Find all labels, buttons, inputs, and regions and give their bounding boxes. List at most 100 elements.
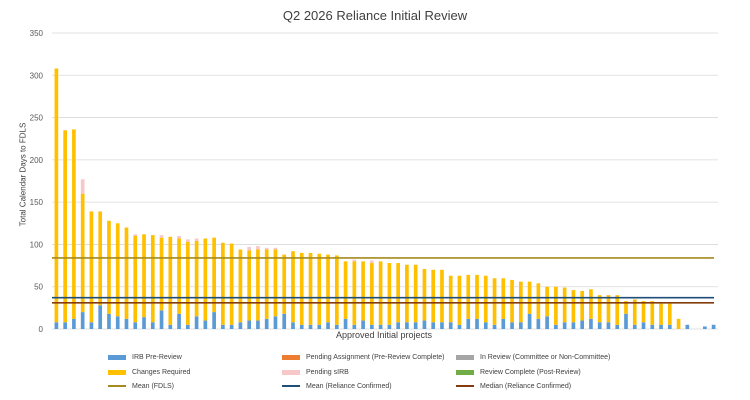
bar-segment bbox=[72, 318, 76, 329]
legend-swatch bbox=[456, 385, 474, 387]
bar-segment bbox=[440, 269, 444, 323]
bar-segment bbox=[299, 252, 304, 325]
bar-segment bbox=[457, 275, 462, 325]
bar-segment bbox=[580, 290, 585, 321]
bar-segment bbox=[343, 318, 348, 329]
y-tick-label: 100 bbox=[30, 240, 44, 249]
bar-segment bbox=[299, 324, 304, 329]
bar-segment bbox=[413, 322, 418, 329]
bar-segment bbox=[589, 289, 593, 319]
bar-segment bbox=[475, 318, 479, 329]
bar-segment bbox=[185, 239, 190, 242]
legend-swatch bbox=[456, 369, 474, 375]
y-tick-label: 0 bbox=[39, 325, 44, 334]
y-tick-label: 250 bbox=[30, 114, 44, 123]
bar-segment bbox=[370, 260, 374, 264]
bar-segment bbox=[492, 278, 497, 325]
bar-segment bbox=[431, 269, 436, 323]
bar-segment bbox=[396, 263, 400, 323]
legend-swatch bbox=[108, 385, 126, 387]
y-tick-label: 300 bbox=[30, 71, 44, 80]
bar-segment bbox=[571, 322, 576, 329]
bar-segment bbox=[194, 238, 199, 242]
bar-segment bbox=[124, 227, 129, 319]
bar-segment bbox=[150, 235, 155, 323]
bar-segment bbox=[291, 322, 295, 329]
bar-segment bbox=[282, 313, 287, 329]
bar-segment bbox=[448, 275, 453, 323]
bar-segment bbox=[221, 242, 225, 325]
legend-label: Pending Assignment (Pre-Review Complete) bbox=[306, 353, 445, 361]
bar-segment bbox=[334, 324, 339, 329]
bar-segment bbox=[483, 322, 488, 329]
bar-segment bbox=[194, 241, 199, 317]
bar-segment bbox=[89, 322, 94, 329]
bar-segment bbox=[63, 322, 67, 329]
bar-segment bbox=[273, 247, 278, 250]
bar-segment bbox=[326, 322, 330, 329]
bar-segment bbox=[63, 130, 67, 323]
bar-segment bbox=[396, 322, 400, 329]
bar-segment bbox=[659, 303, 663, 325]
bar-segment bbox=[448, 322, 453, 329]
y-tick-label: 200 bbox=[30, 156, 44, 165]
bar-segment bbox=[168, 236, 173, 325]
bar-segment bbox=[54, 68, 59, 323]
bar-segment bbox=[650, 324, 655, 329]
legend-item-pending-assignment: Pending Assignment (Pre-Review Complete) bbox=[282, 352, 445, 362]
bar-segment bbox=[115, 316, 120, 329]
bar-segment bbox=[527, 313, 532, 329]
bar-segment bbox=[282, 254, 287, 314]
bar-segment bbox=[185, 241, 190, 325]
bar-segment bbox=[317, 324, 322, 329]
bar-segment bbox=[545, 286, 549, 317]
bar-segment bbox=[422, 268, 427, 321]
bar-segment bbox=[264, 247, 269, 250]
bar-segment bbox=[142, 234, 146, 318]
bar-segment bbox=[273, 249, 278, 317]
bar-segment bbox=[580, 320, 585, 329]
bar-segment bbox=[264, 318, 269, 329]
bar-segment bbox=[422, 320, 427, 329]
bar-segment bbox=[466, 274, 471, 319]
bar-segment bbox=[370, 324, 374, 329]
bar-segment bbox=[159, 310, 164, 329]
bar-segment bbox=[378, 324, 383, 329]
y-axis-title: Total Calendar Days to FDLS bbox=[18, 122, 28, 227]
bar-segment bbox=[247, 246, 252, 251]
bar-segment bbox=[624, 301, 628, 314]
legend-item-mean-fdls: Mean (FDLS) bbox=[108, 381, 174, 391]
bar-segment bbox=[229, 243, 234, 325]
bar-segment bbox=[554, 324, 558, 329]
bar-segment bbox=[238, 249, 243, 323]
bar-segment bbox=[518, 281, 523, 323]
bar-segment bbox=[483, 275, 488, 323]
legend-swatch bbox=[108, 354, 126, 360]
bar-segment bbox=[133, 234, 138, 236]
bar-segment bbox=[492, 324, 497, 329]
bar-segment bbox=[247, 320, 252, 329]
bar-segment bbox=[641, 301, 646, 323]
bar-segment bbox=[703, 326, 707, 329]
bar-segment bbox=[177, 238, 181, 314]
bar-segment bbox=[352, 259, 357, 262]
bar-segment bbox=[685, 324, 690, 329]
legend-item-in-review: In Review (Committee or Non-Committee) bbox=[456, 352, 610, 362]
y-tick-label: 50 bbox=[34, 283, 43, 292]
bar-segment bbox=[650, 301, 655, 325]
bar-segment bbox=[343, 261, 348, 319]
bar-segment bbox=[229, 324, 234, 329]
legend-swatch bbox=[108, 369, 126, 375]
bar-segment bbox=[431, 322, 436, 329]
legend-label: Mean (FDLS) bbox=[132, 382, 175, 390]
legend-item-review-complete: Review Complete (Post-Review) bbox=[456, 367, 581, 377]
bar-segment bbox=[632, 324, 637, 329]
bar-segment bbox=[606, 322, 611, 329]
legend-item-median-reliance: Median (Reliance Confirmed) bbox=[456, 381, 571, 391]
legend-swatch bbox=[282, 369, 300, 375]
bar-segment bbox=[80, 193, 85, 313]
bar-segment bbox=[80, 179, 85, 194]
bar-segment bbox=[256, 249, 260, 321]
legend-label: Median (Reliance Confirmed) bbox=[480, 382, 572, 390]
